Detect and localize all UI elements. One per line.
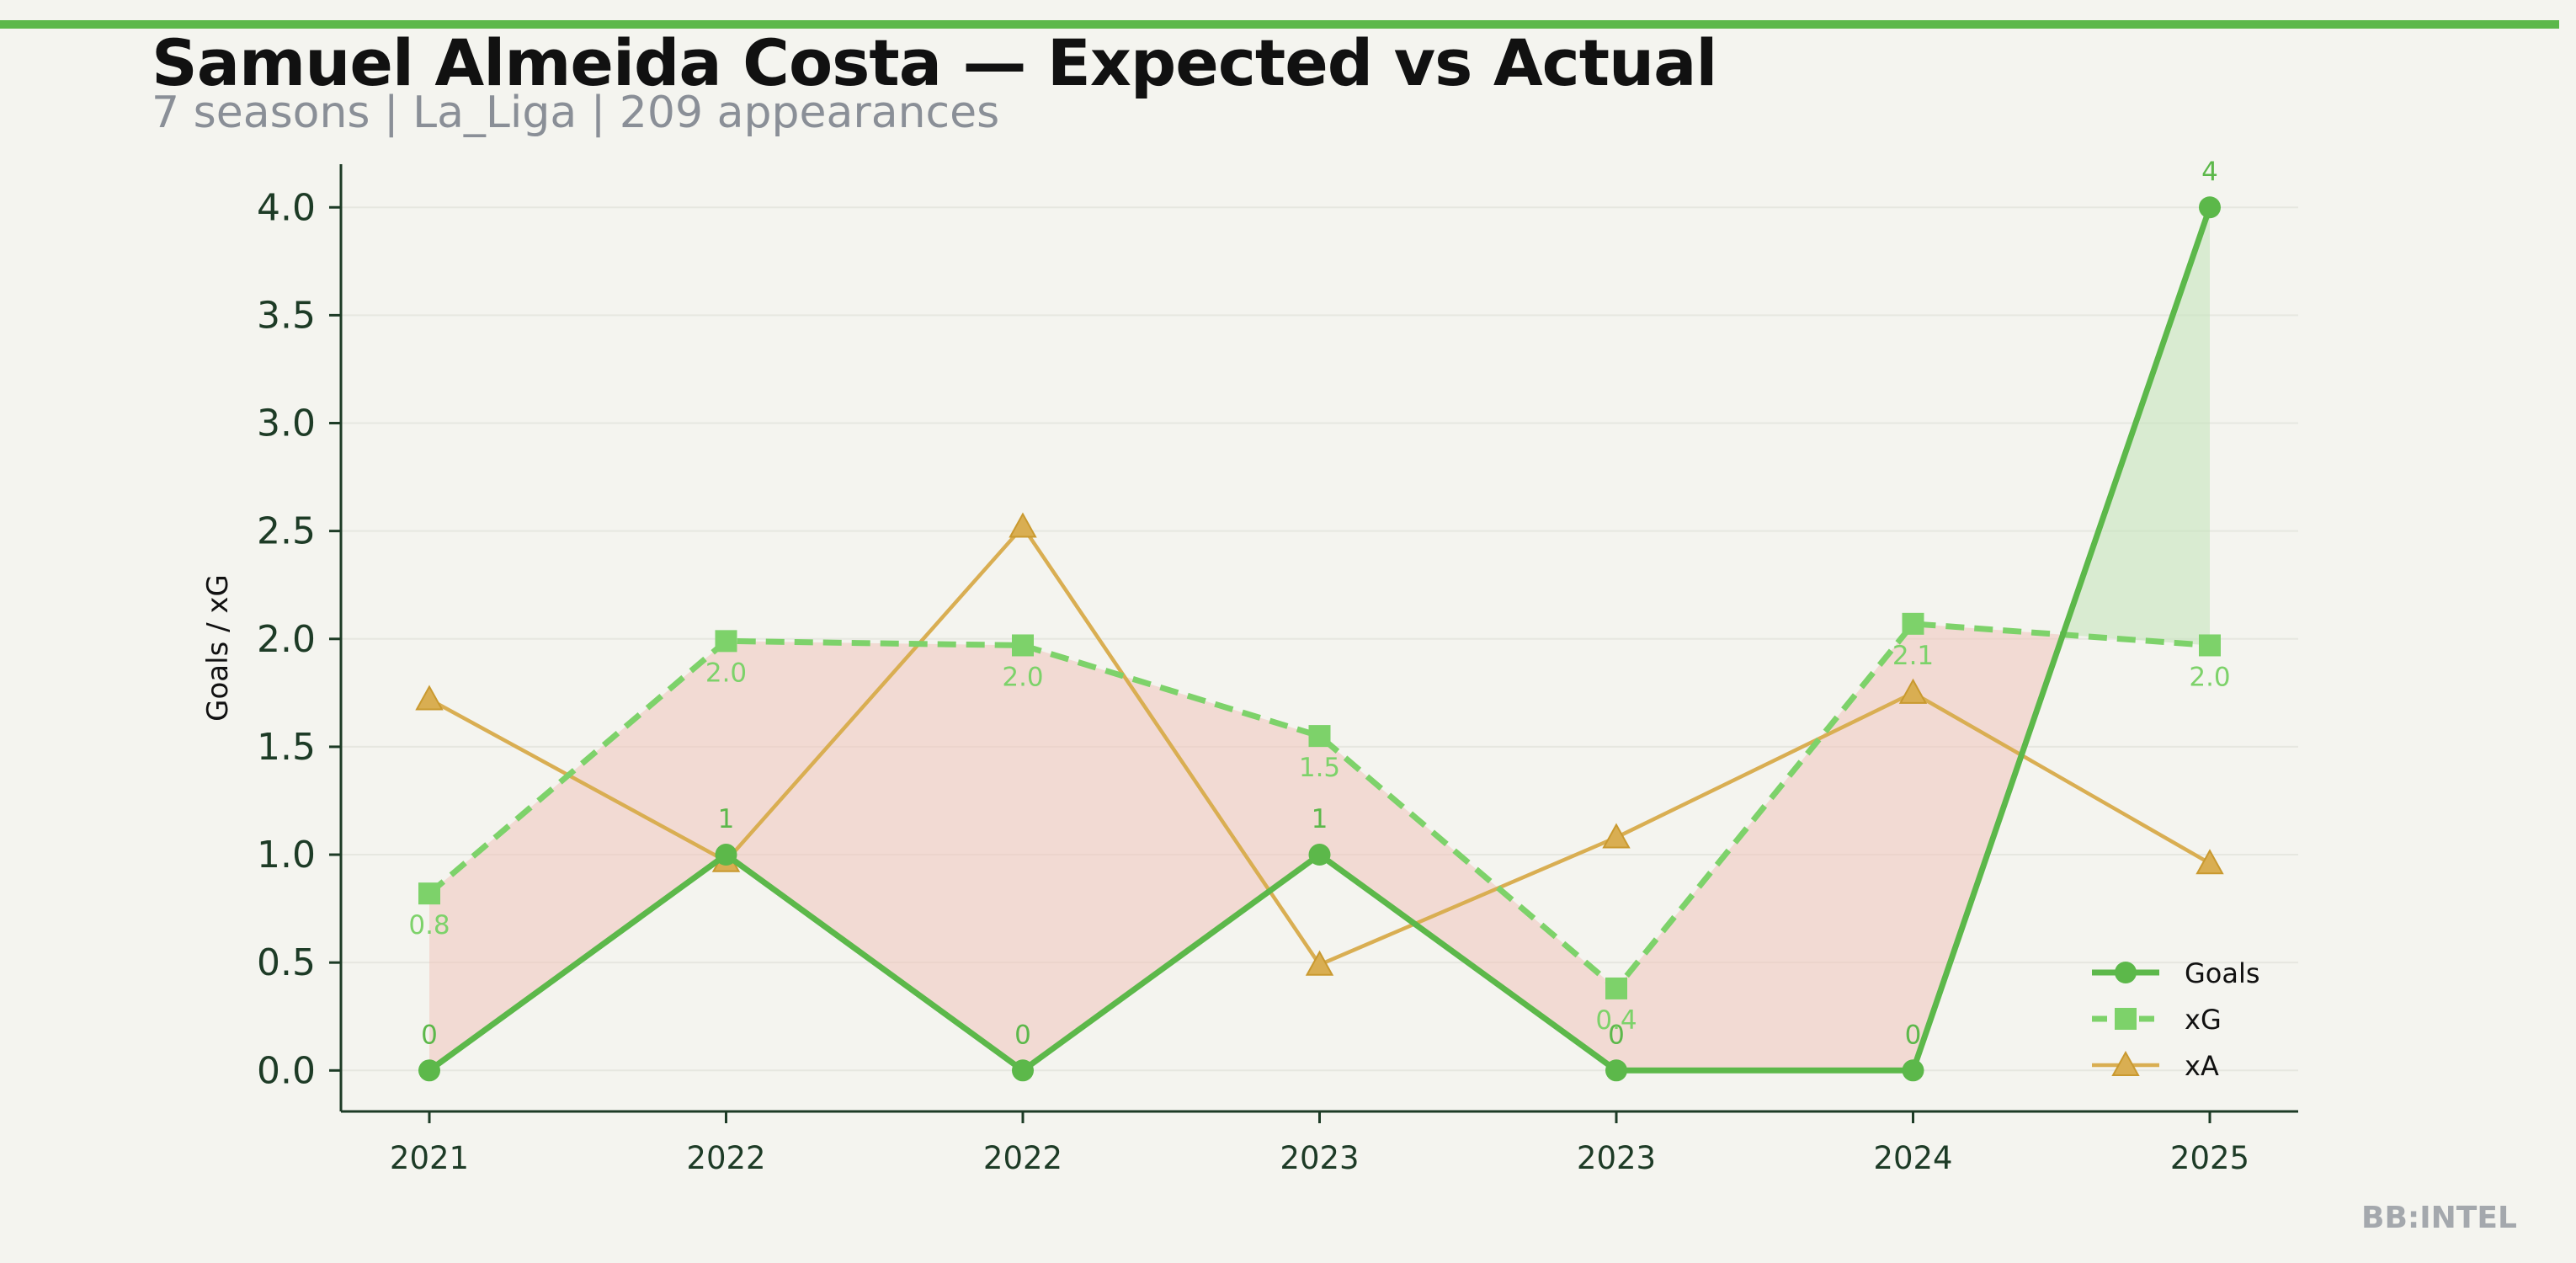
axes: 0.0 0.5 1.0 1.5 2.0 2.5 3.0 3.5 4.0 2021 2022 2022 2… bbox=[201, 164, 2298, 1176]
series-xg bbox=[418, 612, 2221, 999]
data-point-xa bbox=[1602, 823, 1631, 849]
legend-marker-goals bbox=[2115, 962, 2137, 983]
data-point-xa bbox=[1009, 512, 1037, 538]
underperformance-area bbox=[429, 623, 2063, 1071]
data-point-xg bbox=[1308, 725, 1331, 748]
legend-item-xa: xA bbox=[2092, 1050, 2219, 1082]
data-point-xa bbox=[415, 685, 444, 711]
data-label-goals: 1 bbox=[718, 804, 735, 834]
y-tick-label: 3.5 bbox=[257, 294, 316, 337]
y-tick-label: 2.5 bbox=[257, 510, 316, 553]
chart-title: Samuel Almeida Costa — Expected vs Actua… bbox=[152, 25, 1717, 100]
data-labels: 0 1 0 1 0 0 4 0.8 2.0 2.0 1.5 0.4 2.1 2.0 bbox=[408, 157, 2230, 1050]
y-tick-label: 1.0 bbox=[257, 834, 316, 877]
y-tick-label: 4.0 bbox=[257, 186, 316, 229]
data-point-xg bbox=[2199, 634, 2221, 657]
x-tick-label: 2025 bbox=[2170, 1140, 2249, 1176]
data-point-xg bbox=[1902, 612, 1924, 635]
data-label-goals: 4 bbox=[2201, 157, 2218, 187]
x-tick-label: 2023 bbox=[1577, 1140, 1656, 1176]
legend-label-xg: xG bbox=[2185, 1004, 2222, 1036]
legend-marker-xg bbox=[2115, 1008, 2137, 1030]
x-tick-label: 2022 bbox=[983, 1140, 1062, 1176]
data-label-goals: 0 bbox=[1608, 1020, 1625, 1050]
data-label-xg: 0.8 bbox=[408, 910, 450, 941]
y-tick-label: 0.5 bbox=[257, 941, 316, 984]
brand-watermark: BB:INTEL bbox=[2361, 1201, 2517, 1235]
data-point-xg bbox=[1605, 977, 1627, 999]
y-tick-label: 0.0 bbox=[257, 1049, 316, 1092]
data-point-goals bbox=[1902, 1059, 1924, 1082]
data-point-goals bbox=[1308, 844, 1331, 866]
chart-subtitle: 7 seasons | La_Liga | 209 appearances bbox=[152, 88, 1000, 138]
data-label-xg: 2.0 bbox=[1002, 662, 1043, 692]
data-point-goals bbox=[1605, 1059, 1627, 1082]
data-label-goals: 0 bbox=[421, 1020, 438, 1050]
data-point-xg bbox=[1012, 634, 1034, 657]
data-label-xg: 1.5 bbox=[1299, 753, 1340, 783]
accent-bar bbox=[0, 20, 2559, 29]
data-label-xg: 2.1 bbox=[1892, 641, 1934, 671]
y-axis-label: Goals / xG bbox=[201, 574, 235, 722]
data-label-goals: 0 bbox=[1905, 1020, 1922, 1050]
data-label-goals: 1 bbox=[1312, 804, 1328, 834]
legend-label-goals: Goals bbox=[2185, 957, 2260, 989]
x-tick-label: 2021 bbox=[390, 1140, 469, 1176]
data-point-xa bbox=[2195, 849, 2224, 875]
series-goals bbox=[418, 196, 2221, 1082]
data-point-xa bbox=[1898, 678, 1928, 704]
data-point-goals bbox=[1012, 1059, 1034, 1082]
data-point-goals bbox=[418, 1059, 440, 1082]
legend-item-goals: Goals bbox=[2092, 957, 2260, 989]
data-label-goals: 0 bbox=[1014, 1020, 1031, 1050]
x-tick-label: 2024 bbox=[1873, 1140, 1952, 1176]
series-layer bbox=[415, 196, 2224, 1082]
data-point-goals bbox=[715, 844, 737, 866]
x-tick-label: 2023 bbox=[1280, 1140, 1359, 1176]
y-tick-label: 3.0 bbox=[257, 402, 316, 445]
legend-label-xa: xA bbox=[2185, 1050, 2219, 1082]
data-label-xg: 2.0 bbox=[2189, 662, 2230, 692]
x-tick-label: 2022 bbox=[686, 1140, 765, 1176]
legend: Goals xG xA bbox=[2092, 957, 2260, 1082]
y-tick-label: 1.5 bbox=[257, 726, 316, 769]
data-point-xg bbox=[418, 882, 440, 905]
data-point-goals bbox=[2199, 196, 2221, 219]
y-tick-label: 2.0 bbox=[257, 618, 316, 661]
data-label-xg: 0.4 bbox=[1595, 1005, 1637, 1036]
data-point-xg bbox=[715, 630, 737, 653]
data-point-xa bbox=[1305, 950, 1334, 976]
legend-marker-xa bbox=[2111, 1050, 2140, 1076]
data-label-xg: 2.0 bbox=[705, 658, 747, 688]
legend-item-xg: xG bbox=[2092, 1004, 2222, 1036]
